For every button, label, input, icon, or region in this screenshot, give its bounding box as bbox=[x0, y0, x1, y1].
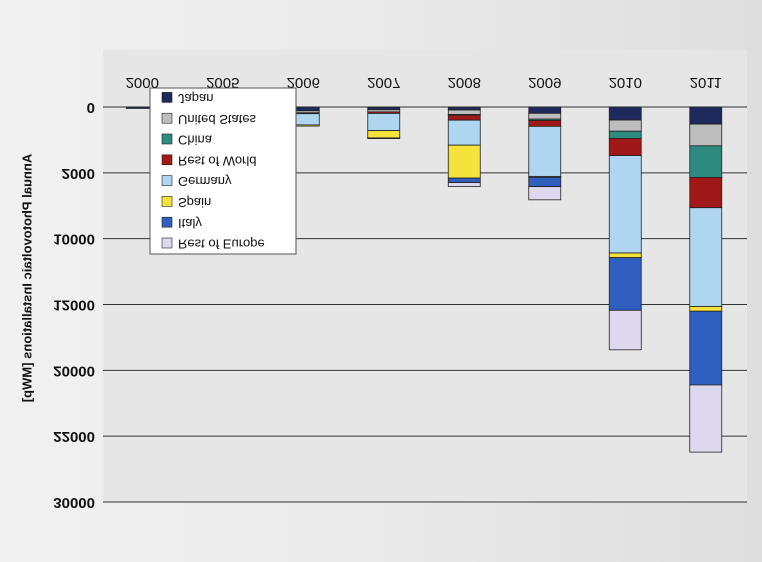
y-tick-label: 10000 bbox=[53, 231, 95, 248]
legend-swatch bbox=[161, 112, 173, 124]
legend-swatch bbox=[161, 133, 173, 145]
bar-segment bbox=[608, 130, 642, 139]
legend-label: United States bbox=[178, 112, 257, 127]
bar-segment bbox=[447, 144, 481, 179]
bar-segment bbox=[689, 106, 723, 125]
legend-box bbox=[149, 87, 297, 255]
bar-segment bbox=[447, 119, 481, 146]
legend-swatch bbox=[161, 92, 173, 103]
y-tick-label: 2000 bbox=[62, 165, 95, 182]
y-tick-label: 12000 bbox=[53, 297, 95, 314]
bar-segment bbox=[447, 109, 481, 115]
legend-label: Germany bbox=[178, 174, 232, 189]
legend-swatch bbox=[161, 216, 173, 228]
bar-segment bbox=[608, 252, 642, 259]
y-tick-label: 30000 bbox=[53, 494, 95, 511]
x-tick-label: 2009 bbox=[528, 74, 561, 91]
bar-segment bbox=[608, 309, 642, 351]
legend-label: Italy bbox=[178, 216, 202, 231]
bar-segment bbox=[608, 106, 642, 121]
x-tick-label: 2006 bbox=[287, 74, 320, 91]
bar-segment bbox=[528, 186, 562, 201]
y-tick-label: 22000 bbox=[53, 428, 95, 445]
bar-segment bbox=[608, 257, 642, 311]
bar-segment bbox=[689, 177, 723, 209]
bar-segment bbox=[689, 384, 723, 453]
bar-segment bbox=[528, 125, 562, 177]
legend-swatch bbox=[161, 237, 173, 249]
bar-segment bbox=[689, 123, 723, 147]
x-tick-label: 2007 bbox=[367, 74, 400, 91]
legend-label: China bbox=[178, 133, 213, 148]
legend-swatch bbox=[161, 175, 173, 186]
bar-segment bbox=[528, 112, 562, 120]
bar-segment bbox=[367, 137, 401, 140]
legend-label: Rest of World bbox=[178, 153, 257, 168]
x-tick-label: 2010 bbox=[609, 74, 642, 91]
x-tick-label: 2005 bbox=[206, 74, 239, 91]
legend-label: Rest of Europe bbox=[178, 237, 265, 252]
bar-segment bbox=[367, 130, 401, 139]
bars bbox=[125, 106, 723, 453]
bar-segment bbox=[689, 207, 723, 307]
bar-segment bbox=[447, 106, 481, 111]
bar-segment bbox=[608, 119, 642, 132]
legend: Rest of Europe Italy Spain Germany Rest of W… bbox=[149, 87, 297, 255]
bar-segment bbox=[689, 310, 723, 386]
legend-swatch bbox=[161, 196, 173, 207]
x-tick-labels: 2000 2005 2006 2007 2008 2009 2010 2011 bbox=[126, 74, 722, 91]
bar-segment bbox=[528, 176, 562, 188]
bar-segment bbox=[608, 138, 642, 156]
bar-segment bbox=[528, 120, 562, 127]
bar-segment bbox=[447, 114, 481, 121]
x-tick-label: 2000 bbox=[126, 74, 159, 91]
y-tick-labels: 0 2000 10000 12000 20000 22000 30000 bbox=[53, 99, 95, 511]
x-tick-label: 2011 bbox=[690, 74, 722, 91]
legend-swatch bbox=[161, 154, 173, 166]
legend-label: Japan bbox=[178, 91, 213, 106]
bar-segment bbox=[689, 306, 723, 312]
bar-segment bbox=[447, 182, 481, 187]
legend-label: Spain bbox=[178, 195, 211, 210]
x-tick-label: 2008 bbox=[448, 74, 481, 91]
bar-segment bbox=[367, 106, 401, 111]
bar-segment bbox=[608, 155, 642, 254]
y-axis-label: Annual Photovoltaic Installations [MWp] bbox=[19, 154, 34, 402]
y-tick-label: 20000 bbox=[53, 362, 95, 379]
bar-segment bbox=[528, 106, 562, 114]
bar-segment bbox=[367, 113, 401, 131]
bar-segment bbox=[689, 145, 723, 178]
y-tick-label: 0 bbox=[87, 99, 95, 116]
bar-segment bbox=[447, 177, 481, 183]
